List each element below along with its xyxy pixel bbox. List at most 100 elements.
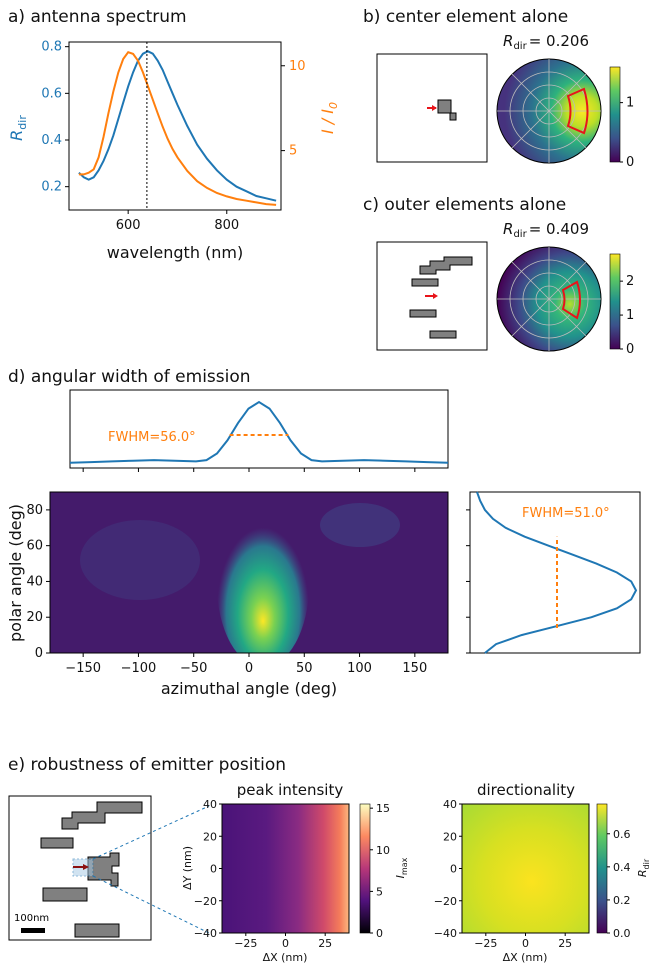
svg-text:Rdir: Rdir — [636, 858, 651, 877]
panel-a-ylabel-right: I / I0 — [318, 102, 340, 134]
e_peak-ytick-label: −40 — [194, 927, 217, 940]
e_dir-xtick-label: 25 — [558, 937, 572, 950]
panel-a-ytick-left-label: 0.6 — [41, 86, 62, 101]
panel-e-peak-xlabel: ΔX (nm) — [263, 951, 308, 964]
panel-d-xlabel: azimuthal angle (deg) — [161, 679, 337, 698]
panel-e-peak-title: peak intensity — [237, 781, 344, 799]
panel-e-scale-bar — [21, 928, 45, 933]
panel-b-fwhm-region — [566, 87, 589, 135]
panel-d-xtick-label: 50 — [296, 661, 313, 676]
panel-a-series-right — [78, 51, 277, 206]
panel-a-ytick-left-label: 0.4 — [41, 133, 62, 148]
panel-e-peak-colorbar — [359, 803, 371, 934]
panel-a-xtick-label: 600 — [116, 218, 141, 233]
panel-d-xtick-label: −100 — [121, 661, 157, 676]
e_dir-ytick-label: 40 — [443, 798, 457, 811]
panel-e-dir-colorbar-tick-label: 0.2 — [613, 894, 631, 907]
panel-c-title: c) outer elements alone — [363, 195, 566, 215]
panel-c: Rdir = 0.409 0 1 2 — [376, 220, 634, 357]
e_dir-ytick-label: −20 — [434, 895, 457, 908]
panel-e-structure-box — [8, 795, 152, 941]
panel-b-title: b) center element alone — [363, 7, 568, 27]
e_peak-ytick-label: 20 — [203, 830, 217, 843]
panel-d-ytick-label: 20 — [26, 610, 43, 625]
panel-c-fwhm-region — [561, 280, 581, 320]
panel-d-xtick-label: −50 — [180, 661, 207, 676]
panel-e-peak-colorbar-tick-label: 5 — [376, 885, 383, 898]
e_dir-xtick-label: −25 — [474, 937, 497, 950]
panel-e-scale-label: 100nm — [14, 913, 49, 924]
panel-a-title: a) antenna spectrum — [8, 7, 187, 27]
panel-e-peak-colorbar-tick-label: 0 — [376, 927, 383, 940]
panel-c-structure-box — [376, 241, 488, 351]
panel-d-xtick-label: 0 — [245, 661, 253, 676]
panel-e-peak-cbar-label: Imax — [394, 857, 409, 878]
panel-e-peak-ylabel: ΔY (nm) — [181, 846, 194, 890]
panel-b-center-element — [437, 99, 457, 121]
panel-e-peak-heatmap — [221, 803, 350, 934]
panel-c-polar-grid — [497, 247, 601, 351]
panel-c-colorbar-tick-label: 1 — [626, 308, 634, 323]
panel-c-colorbar-tick-label: 2 — [626, 274, 634, 289]
panel-e-peak-colorbar-tick-label: 15 — [376, 802, 390, 815]
e_peak-ytick-label: 40 — [203, 798, 217, 811]
svg-text:Rdir: Rdir — [7, 115, 29, 141]
panel-e-dir-heatmap — [461, 803, 590, 934]
panel-d-title: d) angular width of emission — [8, 367, 251, 387]
panel-d-xtick-label: −150 — [65, 661, 101, 676]
panel-a-ylabel-left: Rdir — [7, 115, 29, 141]
e_dir-ytick-label: −40 — [434, 927, 457, 940]
panel-b-colorbar — [609, 66, 621, 163]
panel-e-dir-cbar-label: Rdir — [636, 858, 651, 877]
panel-a-ytick-right-label: 5 — [289, 144, 297, 159]
panel-e-peak-colorbar-tick-label: 10 — [376, 844, 390, 857]
e_dir-ytick-label: 20 — [443, 830, 457, 843]
panel-c-outer-elements — [409, 256, 473, 339]
panel-a-xlabel: wavelength (nm) — [107, 243, 244, 262]
panel-d-ytick-label: 0 — [35, 646, 43, 661]
panel-e-title: e) robustness of emitter position — [8, 755, 286, 775]
panel-d-top-axes — [69, 389, 449, 469]
panel-e-dir-title: directionality — [477, 781, 575, 799]
e_peak-xtick-label: 0 — [282, 937, 289, 950]
panel-a-ytick-right-label: 10 — [289, 59, 306, 74]
panel-a-series-left — [78, 50, 277, 202]
panel-e-dir-colorbar-tick-label: 0.4 — [613, 861, 631, 874]
panel-e: 100nm peak intensity ΔX (nm) ΔY (nm) Ima… — [8, 781, 651, 964]
panel-d-xtick-label: 150 — [402, 661, 427, 676]
panel-b-colorbar-tick-label: 0 — [626, 155, 634, 170]
panel-a-chart: 600 800 0.2 0.4 0.6 0.8 5 10 wavelength (nm) Rd… — [7, 40, 340, 262]
e_peak-ytick-label: 0 — [210, 863, 217, 876]
panel-e-elements — [40, 801, 143, 938]
panel-d-top-fwhm: FWHM=56.0° — [108, 430, 196, 445]
panel-d-right-fwhm: FWHM=51.0° — [522, 506, 610, 521]
panel-c-colorbar-tick-label: 0 — [626, 342, 634, 357]
panel-d-ylabel: polar angle (deg) — [6, 504, 25, 642]
panel-d-ytick-label: 40 — [26, 574, 43, 589]
panel-e-dir-colorbar — [596, 803, 608, 934]
panel-c-rdir: Rdir = 0.409 — [503, 220, 589, 240]
panel-c-dipole-head — [433, 293, 438, 299]
panel-d-right-axes — [469, 491, 641, 654]
panel-b-colorbar-tick-label: 1 — [626, 96, 634, 111]
panel-c-colorbar — [609, 253, 621, 350]
panel-d-heatmap — [50, 492, 448, 653]
panel-d-ytick-label: 60 — [26, 539, 43, 554]
panel-a-xtick-label: 800 — [214, 218, 239, 233]
svg-text:Imax: Imax — [394, 857, 409, 878]
panel-d-top-curve — [69, 400, 449, 464]
e_peak-xtick-label: 25 — [318, 937, 332, 950]
panel-d-ytick-label: 80 — [26, 503, 43, 518]
panel-d-xtick-label: 100 — [347, 661, 372, 676]
e_dir-xtick-label: 0 — [522, 937, 529, 950]
panel-e-dir-colorbar-tick-label: 0.6 — [613, 828, 631, 841]
panel-a-ytick-left-label: 0.8 — [41, 40, 62, 55]
panel-e-dipole-head — [83, 864, 89, 870]
panel-a-ytick-left-label: 0.2 — [41, 180, 62, 195]
panel-b: Rdir = 0.206 0 1 — [376, 32, 634, 170]
panel-a-axes — [68, 41, 282, 211]
panel-b-structure-box — [376, 53, 488, 163]
e_dir-ytick-label: 0 — [450, 863, 457, 876]
panel-e-dir-colorbar-tick-label: 0.0 — [613, 927, 631, 940]
